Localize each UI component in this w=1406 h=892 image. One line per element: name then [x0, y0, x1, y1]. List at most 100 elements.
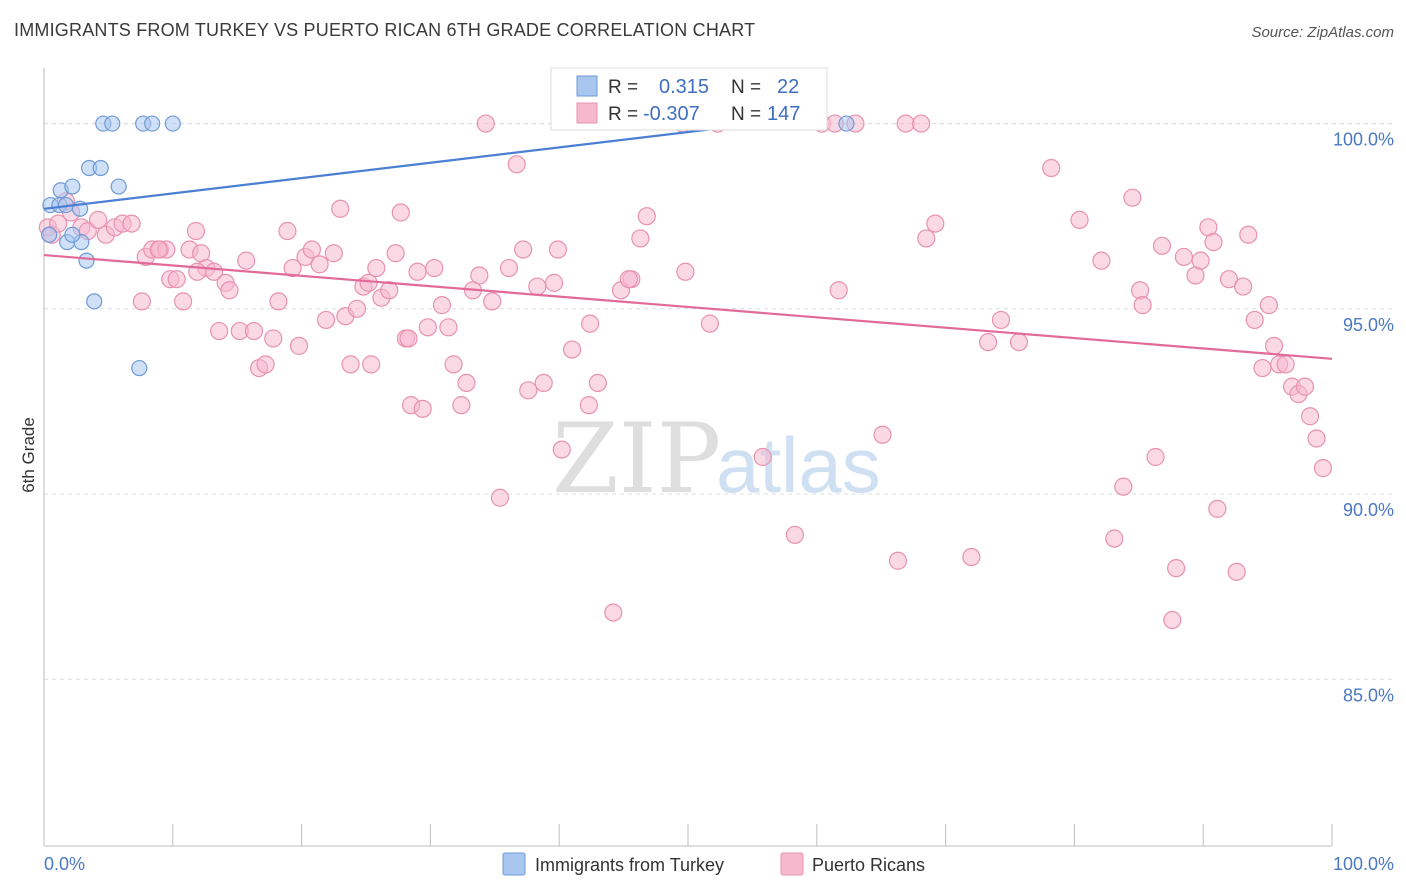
puerto-rican-point	[452, 396, 471, 415]
legend-r-value-puerto-ricans: -0.307	[643, 103, 700, 125]
puerto-rican-point	[562, 340, 582, 359]
puerto-rican-point	[604, 603, 623, 622]
puerto-rican-point	[917, 229, 936, 248]
puerto-rican-point	[341, 355, 360, 374]
puerto-rican-point	[1245, 310, 1264, 330]
puerto-rican-point	[1313, 459, 1333, 478]
watermark-zip: ZIP	[552, 403, 721, 515]
puerto-rican-point	[269, 292, 288, 311]
puerto-rican-point	[1042, 158, 1061, 178]
legend-n-label-puerto-ricans: N =	[731, 104, 761, 125]
y-tick-label: 90.0%	[1343, 500, 1394, 520]
turkey-point	[104, 115, 121, 132]
puerto-rican-point	[548, 240, 568, 259]
puerto-rican-point	[220, 281, 239, 300]
puerto-rican-point	[1307, 429, 1326, 448]
puerto-rican-point	[425, 258, 444, 278]
puerto-rican-point	[1264, 336, 1284, 355]
puerto-rican-point	[962, 547, 981, 567]
puerto-rican-point	[49, 214, 68, 233]
puerto-rican-point	[1130, 281, 1150, 300]
puerto-rican-point	[264, 329, 283, 348]
legend-n-value-puerto-ricans: 147	[767, 103, 800, 125]
trend-lines	[43, 122, 1333, 360]
legend-n-label-turkey: N =	[731, 77, 761, 98]
puerto-rican-point	[418, 318, 437, 337]
puerto-rican-point	[210, 321, 229, 341]
puerto-rican-point	[132, 292, 151, 311]
puerto-rican-point	[237, 251, 256, 270]
bottom-legend-swatch-turkey	[502, 852, 526, 876]
puerto-rican-point	[476, 114, 495, 133]
puerto-rican-point	[347, 299, 367, 318]
turkey-point	[64, 178, 81, 195]
puerto-rican-point	[579, 396, 598, 415]
puerto-rican-point	[912, 114, 931, 133]
puerto-rican-point	[753, 447, 772, 467]
puerto-rican-point	[1239, 225, 1258, 244]
y-tick-labels: 100.0% 95.0% 90.0% 85.0%	[1333, 130, 1394, 706]
puerto-rican-point	[122, 214, 141, 233]
puerto-rican-point	[979, 333, 998, 352]
turkey-point	[144, 115, 161, 132]
puerto-rican-point	[1133, 296, 1152, 315]
puerto-rican-point	[457, 373, 476, 393]
puerto-rican-point	[700, 314, 719, 333]
puerto-rican-point	[1301, 407, 1320, 426]
puerto-rican-point	[1191, 251, 1210, 270]
puerto-rican-point	[514, 240, 533, 259]
puerto-rican-point	[331, 199, 350, 218]
puerto-rican-point	[324, 244, 343, 263]
puerto-rican-point	[490, 488, 510, 507]
x-tick-label-max: 100.0%	[1333, 854, 1394, 874]
puerto-rican-point	[310, 255, 329, 274]
puerto-rican-point	[1204, 233, 1223, 252]
puerto-rican-point	[1146, 447, 1165, 467]
turkey-point	[41, 226, 58, 243]
turkey-point	[164, 115, 181, 132]
turkey-point	[110, 178, 127, 195]
bottom-legend-label-puerto-ricans: Puerto Ricans	[812, 855, 925, 875]
y-tick-label: 100.0%	[1333, 130, 1394, 150]
puerto-rican-point	[244, 321, 264, 341]
puerto-rican-point	[380, 281, 399, 300]
puerto-rican-point	[1219, 270, 1239, 289]
puerto-rican-point	[552, 440, 571, 459]
puerto-rican-point	[408, 262, 427, 281]
x-tick-label-min: 0.0%	[44, 854, 85, 874]
puerto-rican-point	[302, 240, 322, 259]
puerto-rican-point	[413, 399, 432, 418]
puerto-rican-point	[1152, 236, 1172, 255]
puerto-rican-point	[167, 270, 186, 289]
y-axis-label: 6th Grade	[19, 417, 38, 493]
puerto-rican-point	[88, 210, 108, 229]
puerto-rican-point	[1123, 188, 1142, 207]
puerto-rican-point	[1105, 529, 1124, 548]
puerto-rican-point	[507, 155, 526, 174]
puerto-rican-point	[676, 262, 695, 281]
legend-r-label-turkey: R =	[608, 77, 638, 98]
puerto-rican-point	[1174, 247, 1193, 267]
puerto-rican-point	[581, 314, 600, 333]
puerto-rican-point	[631, 229, 650, 248]
puerto-rican-point	[1070, 210, 1089, 229]
puerto-rican-point	[528, 277, 547, 296]
puerto-rican-point	[926, 214, 945, 233]
trend-line-turkey	[43, 122, 759, 210]
puerto-rican-point	[386, 244, 405, 263]
puerto-rican-point	[256, 355, 275, 374]
puerto-rican-point	[873, 425, 892, 444]
legend-swatch-puerto-ricans	[576, 102, 598, 124]
x-axis-ticks	[43, 824, 1333, 846]
puerto-rican-point	[470, 266, 489, 285]
stats-legend: R = 0.315 N = 22 R = -0.307 N = 147	[550, 67, 828, 131]
puerto-rican-point	[444, 355, 463, 374]
puerto-rican-point	[362, 355, 381, 374]
puerto-rican-point	[619, 270, 638, 289]
puerto-rican-point	[1208, 499, 1227, 518]
puerto-rican-point	[1163, 610, 1182, 630]
puerto-rican-point	[289, 336, 309, 355]
puerto-rican-point	[785, 525, 805, 544]
puerto-rican-point	[186, 221, 206, 241]
